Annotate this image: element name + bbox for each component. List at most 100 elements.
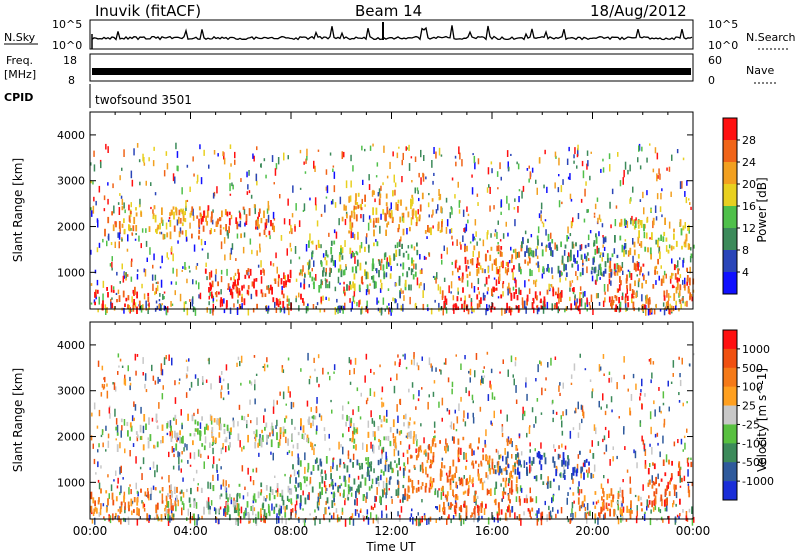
power-echo [625, 307, 627, 312]
nsky-trace [91, 22, 693, 49]
velocity-echo [244, 510, 247, 514]
velocity-echo [204, 426, 206, 435]
velocity-echo [399, 514, 401, 521]
power-echo [414, 156, 417, 162]
velocity-echo [280, 505, 282, 514]
time-tick-label: 16:00 [475, 524, 510, 538]
velocity-echo [161, 500, 164, 504]
velocity-echo [375, 514, 378, 521]
velocity-echo [207, 455, 209, 459]
power-echo [255, 290, 258, 297]
velocity-echo [621, 489, 624, 498]
power-echo [416, 249, 419, 256]
power-echo [392, 297, 394, 302]
velocity-echo [481, 482, 484, 491]
power-echo [659, 206, 662, 212]
velocity-echo [197, 378, 199, 386]
power-echo [688, 288, 691, 293]
velocity-echo [460, 477, 463, 485]
velocity-echo [465, 515, 467, 520]
velocity-echo [679, 373, 681, 378]
velocity-echo [405, 435, 408, 438]
velocity-echo [670, 381, 673, 384]
velocity-echo [335, 508, 338, 513]
power-echo [220, 289, 222, 295]
velocity-echo [518, 471, 521, 480]
power-cbar-swatch [723, 140, 737, 163]
velocity-echo [501, 426, 503, 433]
power-echo [657, 239, 659, 248]
velocity-echo [189, 464, 192, 467]
velocity-echo [451, 503, 454, 506]
velocity-echo [143, 508, 146, 512]
power-echo [184, 211, 186, 216]
power-echo [313, 277, 316, 281]
velocity-echo [191, 414, 194, 422]
velocity-echo [170, 484, 172, 491]
velocity-echo [213, 507, 216, 512]
velocity-echo [562, 411, 564, 417]
power-echo [256, 146, 258, 151]
velocity-echo [281, 516, 283, 524]
power-echo [326, 185, 329, 194]
velocity-echo [157, 376, 159, 384]
power-echo [153, 146, 155, 151]
power-echo [317, 239, 320, 246]
velocity-echo [410, 513, 413, 517]
power-echo [428, 227, 431, 233]
velocity-echo [557, 453, 560, 460]
power-echo [652, 284, 655, 289]
velocity-echo [308, 417, 310, 425]
power-echo [226, 230, 229, 236]
power-echo [395, 202, 398, 211]
power-echo [303, 278, 306, 285]
velocity-echo [136, 436, 139, 442]
power-echo [510, 307, 513, 313]
power-echo [306, 262, 309, 266]
power-echo [513, 292, 516, 299]
velocity-echo [668, 406, 670, 412]
power-echo [666, 289, 668, 298]
power-echo [283, 272, 285, 279]
velocity-echo [415, 455, 418, 461]
power-echo [145, 180, 147, 186]
velocity-echo [455, 429, 458, 432]
power-echo [340, 248, 342, 253]
power-echo [476, 303, 479, 310]
power-echo [130, 228, 132, 231]
velocity-echo [285, 403, 287, 406]
velocity-echo [100, 392, 103, 397]
power-echo [595, 236, 598, 244]
velocity-echo [413, 355, 415, 360]
velocity-echo [434, 435, 436, 439]
velocity-echo [449, 478, 452, 486]
power-echo [467, 259, 469, 265]
power-echo [282, 293, 285, 299]
power-echo [638, 230, 640, 239]
velocity-echo [484, 439, 486, 447]
velocity-echo [313, 357, 315, 363]
velocity-echo [221, 371, 223, 375]
velocity-echo [677, 439, 679, 444]
power-echo [650, 209, 652, 212]
velocity-echo [477, 495, 479, 499]
power-echo [621, 262, 624, 268]
velocity-echo [664, 490, 667, 496]
velocity-echo [350, 486, 353, 491]
velocity-echo [207, 497, 210, 505]
velocity-echo [90, 491, 93, 500]
velocity-cbar-swatch [723, 367, 737, 387]
power-echo [257, 216, 259, 221]
power-echo [514, 219, 516, 227]
velocity-echo [378, 445, 380, 450]
velocity-echo [531, 507, 534, 512]
velocity-echo [185, 392, 188, 398]
power-echo [324, 278, 327, 281]
power-echo [280, 278, 283, 285]
velocity-echo [100, 488, 102, 494]
velocity-echo [175, 497, 177, 502]
power-echo [189, 222, 191, 229]
velocity-echo [381, 401, 383, 408]
velocity-echo [584, 368, 587, 371]
power-echo [546, 186, 548, 193]
